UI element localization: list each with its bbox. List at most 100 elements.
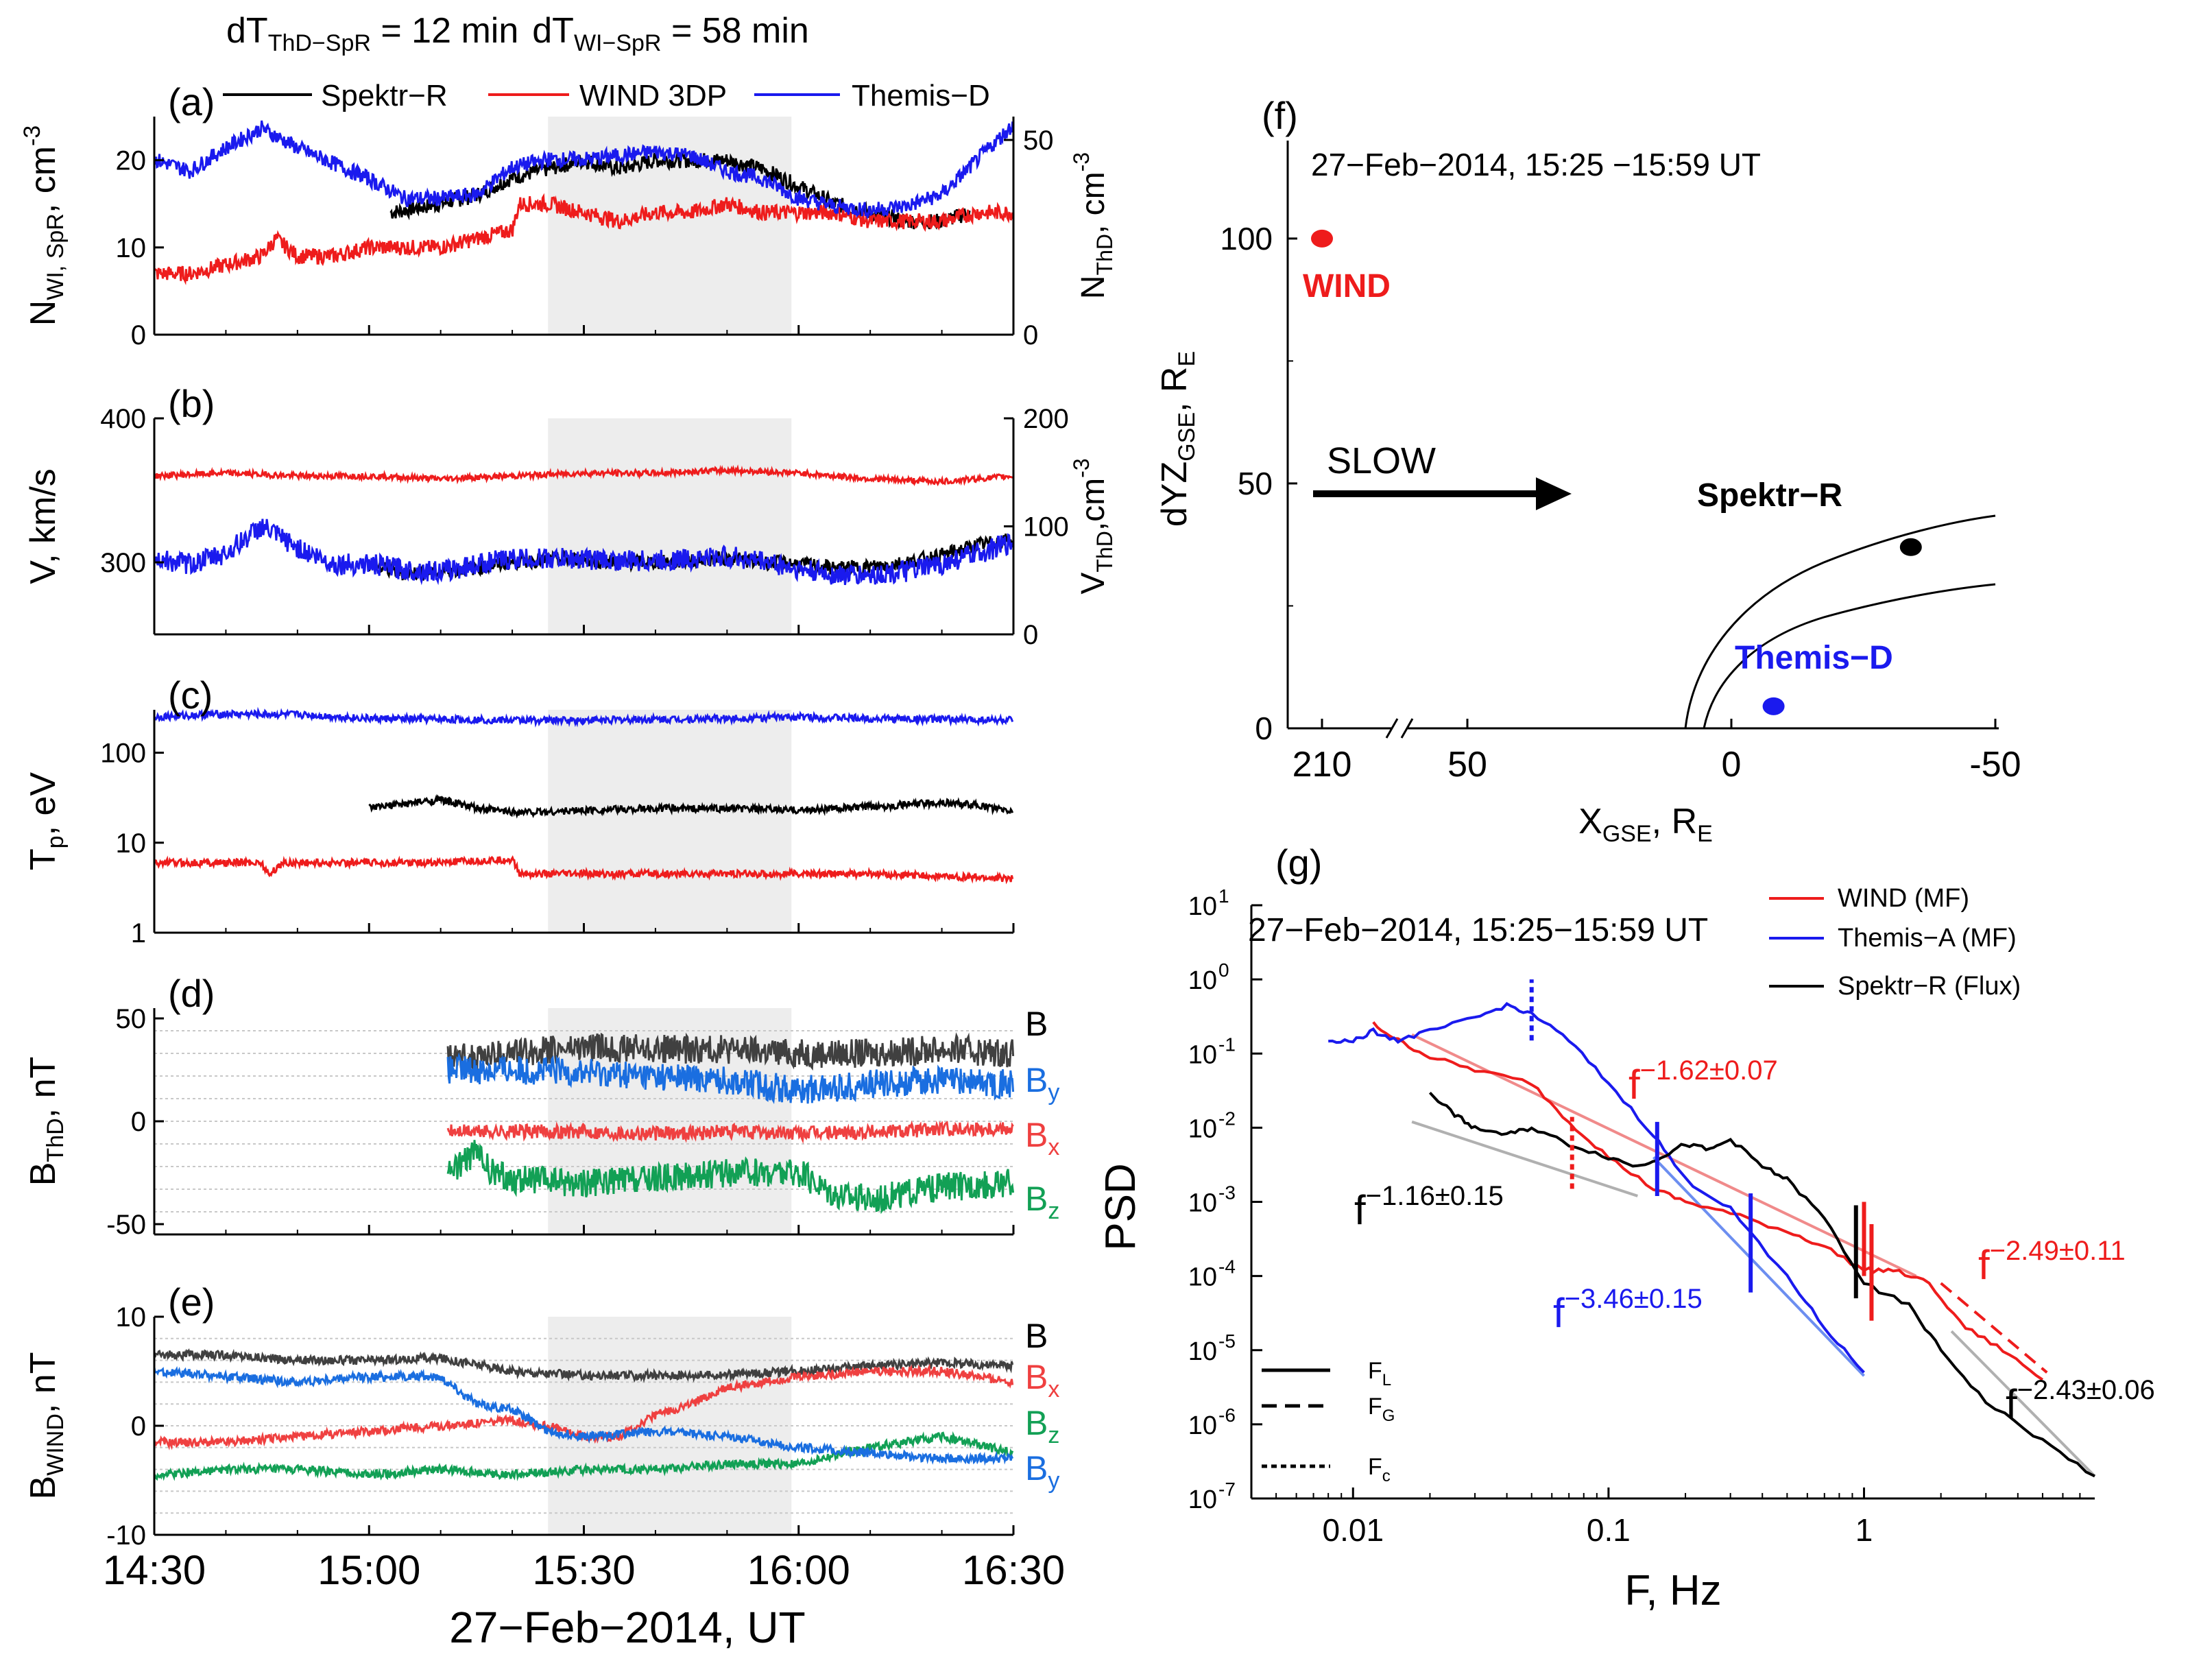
y-tick-label: 100: [100, 739, 146, 769]
panel-b: 300 400 0 100 200 (b) V, km/s VThD,cm-3: [23, 382, 1117, 650]
y-tick-label-right: 100: [1023, 512, 1069, 542]
line-style-label: Fc: [1368, 1454, 1391, 1485]
y-tick-exponent: -6: [1218, 1405, 1236, 1426]
tick-base: 10: [1188, 1040, 1217, 1069]
y-tick-label: 10: [1188, 892, 1217, 921]
series-b-winddp: [153, 464, 1013, 487]
fit-base: f: [1354, 1187, 1366, 1233]
time-tick-label: 15:00: [317, 1547, 420, 1593]
panel-label-c: (c): [168, 673, 213, 717]
x-tick-label: 0.1: [1587, 1512, 1631, 1548]
series-label-b: B: [1025, 1317, 1048, 1355]
arrow-label: SLOW: [1327, 440, 1436, 481]
y-label-sub: WIND: [43, 1413, 69, 1476]
label-main: dYZ: [1155, 462, 1194, 527]
y-label-sub: ThD: [1092, 234, 1117, 275]
header: dTThD−SpR = 12 min dTWI−SpR = 58 min: [226, 11, 809, 56]
y-label-sup: -3: [19, 126, 45, 146]
label-main: B: [1025, 1317, 1048, 1355]
fit-line-themis: [1652, 1156, 1865, 1377]
label-main: B: [1025, 1116, 1048, 1154]
y-label-tail: ,cm: [1075, 478, 1111, 531]
y-label-sub: ThD: [1092, 531, 1117, 572]
y-tick-label: 10: [1188, 1485, 1217, 1514]
label-main: B: [1025, 1404, 1048, 1442]
tick-base: 10: [1188, 1485, 1217, 1514]
line-style-label: FL: [1368, 1358, 1391, 1389]
y-tick-label-right: 50: [1023, 126, 1054, 156]
label-sub: x: [1048, 1134, 1059, 1160]
label-main: F: [1368, 1358, 1382, 1384]
tick-base: 10: [1188, 1411, 1217, 1440]
x-axis-label-f: XGSE, RE: [1578, 802, 1713, 847]
panel-label-b: (b): [168, 382, 215, 425]
y-tick-exponent: -4: [1218, 1256, 1236, 1278]
legend-label-wind: WIND 3DP: [579, 79, 727, 112]
shaded-interval-c: [548, 710, 792, 933]
fit-line-spektr-low: [1411, 1120, 1638, 1197]
legend-a: Spektr−R WIND 3DP Themis−D: [223, 79, 990, 112]
tick-base: 10: [1188, 1337, 1217, 1366]
fit-base: f: [1978, 1242, 1990, 1288]
legend-label: Spektr−R (Flux): [1838, 972, 2021, 1001]
label-main: B: [1025, 1180, 1048, 1218]
y-label-main: N: [1075, 275, 1111, 299]
y-label-main: B: [23, 1162, 63, 1186]
time-tick-label: 15:30: [532, 1547, 635, 1593]
series-e-b: [153, 1348, 1014, 1383]
bow-shock-boundary: [1684, 514, 1996, 729]
series-d-bz: [446, 1140, 1015, 1215]
line-style-label: FG: [1368, 1394, 1395, 1425]
label-main: B: [1025, 1061, 1048, 1099]
y-tick-label: 100: [1220, 221, 1273, 256]
y-tick-label-right: 0: [1023, 320, 1038, 350]
x-tick-label: 210: [1293, 745, 1352, 785]
x-tick-label: 50: [1447, 745, 1487, 785]
time-tick-label: 16:30: [962, 1547, 1065, 1593]
y-axis-label-f: dYZGSE, RE: [1155, 351, 1200, 527]
panel-label-a: (a): [168, 80, 215, 123]
label-main: F: [1368, 1454, 1382, 1480]
y-label-sub: p: [43, 835, 69, 848]
time-tick-label: 16:00: [747, 1547, 850, 1593]
y-tick-label-right: 0: [1023, 620, 1038, 650]
y-label-sub: ThD: [43, 1118, 69, 1162]
label-tail: , R: [1155, 367, 1194, 412]
fit-base: f: [2006, 1381, 2017, 1427]
label-sub: x: [1048, 1376, 1059, 1402]
y-label-sup: -3: [1069, 458, 1094, 477]
y-tick-label: 1: [131, 918, 146, 948]
y-axis-label-right-b: VThD,cm-3: [1069, 458, 1117, 594]
series-label-bx: Bx: [1025, 1116, 1059, 1160]
fit-base: f: [1628, 1062, 1640, 1108]
y-tick-label: 300: [100, 548, 146, 578]
panel-label-f: (f): [1262, 94, 1298, 137]
y-tick-label: 10: [1188, 966, 1217, 995]
label-main: F: [1368, 1394, 1382, 1420]
y-axis-label-e: BWIND, nT: [23, 1352, 69, 1500]
point-themisd: [1762, 697, 1785, 715]
y-tick-label: 0: [131, 320, 146, 350]
y-tick-label: 10: [116, 828, 147, 859]
series-d-bx: [446, 1120, 1014, 1144]
panel-g-psd: 0.01 0.1 110-710-610-510-410-310-210-110 01…: [1097, 841, 2155, 1614]
legend-label: Themis−A (MF): [1838, 924, 2017, 953]
legend-label-themis: Themis−D: [852, 79, 990, 112]
point-label: WIND: [1303, 268, 1391, 304]
y-tick-label: -50: [106, 1210, 146, 1240]
label-sub: GSE: [1174, 412, 1200, 462]
fit-base: f: [1553, 1290, 1565, 1336]
axis-break-mark: [1400, 718, 1414, 739]
psd-series-themisamf: [1328, 1001, 1865, 1374]
y-tick-label-right: 200: [1023, 404, 1069, 434]
series-label-b: B: [1025, 1005, 1048, 1043]
y-label-tail: , eV: [23, 772, 63, 836]
fit-line-wind-high: [1940, 1282, 2048, 1374]
legend-label-spektr: Spektr−R: [321, 79, 448, 112]
label-sub: y: [1048, 1079, 1059, 1106]
y-tick-label: 10: [1188, 1189, 1217, 1218]
y-axis-label-right-a: NThD, cm-3: [1069, 152, 1117, 299]
